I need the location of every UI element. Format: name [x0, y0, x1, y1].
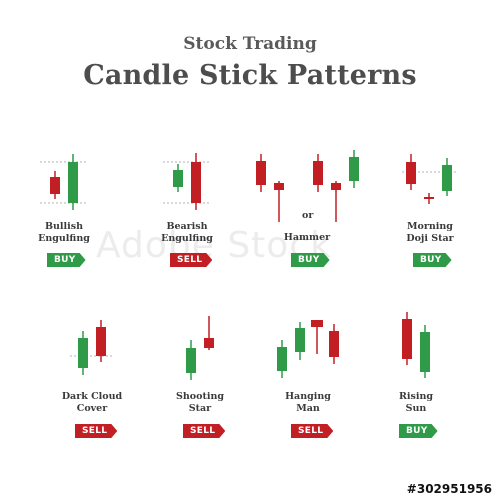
label-line-1: Hanging [285, 391, 331, 402]
bear-candle [96, 327, 106, 356]
label-line-2: Engulfing [161, 233, 213, 244]
sell-badge: SELL [291, 424, 333, 438]
label-line-2: Engulfing [38, 233, 90, 244]
pattern-hanging-man [277, 320, 339, 378]
buy-badge: BUY [291, 253, 330, 267]
bull-candle [186, 348, 196, 373]
pattern-bullish-engulfing [40, 154, 88, 210]
subtitle: Stock Trading [183, 34, 317, 54]
pattern-label-bullish-engulfing: Bullish Engulfing [14, 221, 114, 245]
bear-candle [256, 161, 266, 185]
pattern-rising-sun [402, 312, 430, 378]
bear-candle [191, 162, 201, 203]
hammer-candle-red [331, 183, 341, 190]
pattern-label-shooting-star: Shooting Star [150, 391, 250, 415]
label-line-1: Hammer [283, 232, 331, 243]
label-line-1: Morning [407, 221, 453, 232]
pattern-label-rising-sun: Rising Sun [366, 391, 466, 415]
sell-badge: SELL [183, 424, 225, 438]
bull-candle [442, 165, 452, 191]
sell-badge: SELL [170, 253, 212, 267]
pattern-label-hammer: Hammer [257, 232, 357, 244]
pattern-label-morning-doji-star: Morning Doji Star [380, 221, 480, 245]
label-line-1: Rising [398, 391, 433, 402]
buy-badge: BUY [47, 253, 86, 267]
bull-candle [420, 332, 430, 372]
label-line-1: Shooting [176, 391, 224, 402]
bear-candle [402, 319, 412, 359]
footer-bar: #302951956 [0, 480, 500, 500]
sell-badge: SELL [75, 424, 117, 438]
buy-badge: BUY [399, 424, 438, 438]
or-separator: or [302, 210, 314, 221]
bear-candle [50, 177, 60, 194]
pattern-label-bearish-engulfing: Bearish Engulfing [137, 221, 237, 245]
buy-badge: BUY [413, 253, 452, 267]
page-title: Candle Stick Patterns [83, 60, 417, 91]
bear-candle [329, 331, 339, 357]
label-line-2: Doji Star [406, 233, 454, 244]
pattern-dark-cloud-cover [70, 320, 114, 375]
hanging-man-candle [311, 320, 323, 327]
pattern-hammer [256, 150, 359, 222]
star-candle [204, 338, 214, 348]
bull-candle [349, 157, 359, 181]
label-line-1: Bearish [166, 221, 208, 232]
hammer-candle-red [274, 183, 284, 190]
bear-candle [406, 162, 416, 184]
pattern-label-hanging-man: Hanging Man [258, 391, 358, 415]
label-line-2: Star [188, 403, 212, 414]
label-line-2: Sun [405, 403, 427, 414]
bear-candle [313, 161, 323, 185]
stock-id: #302951956 [406, 482, 492, 496]
label-line-1: Dark Cloud [61, 391, 123, 402]
bull-candle [295, 328, 305, 352]
bull-candle [68, 162, 78, 203]
bull-candle [173, 170, 183, 187]
label-line-1: Bullish [44, 221, 84, 232]
pattern-morning-doji-star [402, 154, 456, 204]
label-line-2: Cover [76, 403, 108, 414]
pattern-bearish-engulfing [163, 153, 210, 210]
pattern-label-dark-cloud-cover: Dark Cloud Cover [42, 391, 142, 415]
bull-candle [277, 347, 287, 371]
label-line-2: Man [296, 403, 320, 414]
bull-candle [78, 338, 88, 368]
pattern-shooting-star [186, 316, 214, 380]
